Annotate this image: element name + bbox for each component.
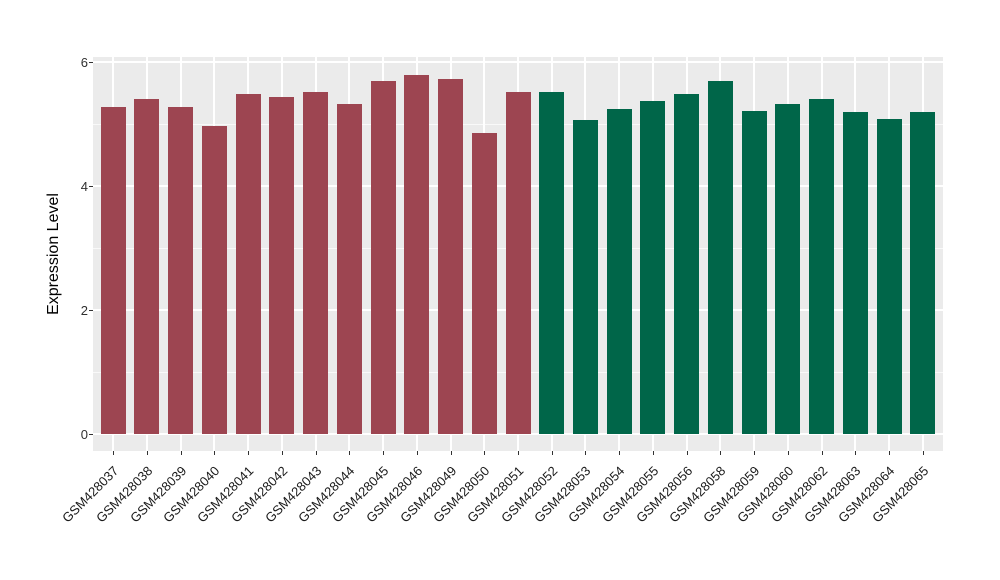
bar-GSM428063 <box>842 112 868 434</box>
x-tick-mark <box>720 451 722 455</box>
bar-GSM428051 <box>505 91 531 434</box>
x-tick-mark <box>585 451 587 455</box>
bar-GSM428037 <box>100 107 126 434</box>
y-tick-mark <box>89 186 93 187</box>
x-tick-mark <box>619 451 621 455</box>
x-tick-mark <box>551 451 553 455</box>
y-tick-mark <box>89 310 93 311</box>
x-tick-mark <box>416 451 418 455</box>
bar-GSM428040 <box>201 126 227 434</box>
bar-GSM428065 <box>910 112 936 434</box>
x-tick-mark <box>686 451 688 455</box>
x-tick-mark <box>754 451 756 455</box>
bar-GSM428049 <box>438 79 464 434</box>
bar-GSM428058 <box>707 80 733 434</box>
plot-panel <box>93 57 943 451</box>
bar-GSM428041 <box>235 94 261 434</box>
y-tick-label-2: 2 <box>80 303 88 318</box>
y-axis-title: Expression Level <box>45 193 62 315</box>
x-tick-mark <box>349 451 351 455</box>
x-tick-mark <box>787 451 789 455</box>
bar-GSM428053 <box>572 119 598 434</box>
y-tick-mark <box>89 434 93 435</box>
bar-GSM428042 <box>269 96 295 434</box>
bar-GSM428052 <box>539 92 565 434</box>
x-tick-mark <box>281 451 283 455</box>
x-tick-mark <box>315 451 317 455</box>
bar-GSM428059 <box>741 110 767 434</box>
x-tick-mark <box>922 451 924 455</box>
bar-GSM428046 <box>404 75 430 434</box>
bar-GSM428039 <box>168 107 194 434</box>
x-tick-mark <box>821 451 823 455</box>
x-tick-mark <box>113 451 115 455</box>
y-tick-mark <box>89 62 93 63</box>
bar-GSM428055 <box>640 101 666 434</box>
bar-GSM428043 <box>303 92 329 434</box>
x-tick-mark <box>383 451 385 455</box>
bar-GSM428044 <box>336 104 362 434</box>
x-tick-mark <box>484 451 486 455</box>
x-tick-mark <box>855 451 857 455</box>
x-tick-mark <box>652 451 654 455</box>
x-tick-mark <box>214 451 216 455</box>
x-tick-mark <box>889 451 891 455</box>
y-tick-label-6: 6 <box>80 55 88 70</box>
bar-GSM428050 <box>471 133 497 434</box>
bar-GSM428056 <box>674 93 700 434</box>
y-tick-label-0: 0 <box>80 427 88 442</box>
bar-GSM428062 <box>809 99 835 434</box>
y-tick-label-4: 4 <box>80 179 88 194</box>
bar-GSM428045 <box>370 81 396 434</box>
x-tick-mark <box>146 451 148 455</box>
bar-GSM428064 <box>876 119 902 434</box>
bar-GSM428060 <box>775 103 801 434</box>
x-tick-mark <box>450 451 452 455</box>
bar-GSM428038 <box>134 98 160 434</box>
x-tick-mark <box>180 451 182 455</box>
x-tick-mark <box>518 451 519 455</box>
x-tick-mark <box>248 451 250 455</box>
bar-GSM428054 <box>606 108 632 434</box>
